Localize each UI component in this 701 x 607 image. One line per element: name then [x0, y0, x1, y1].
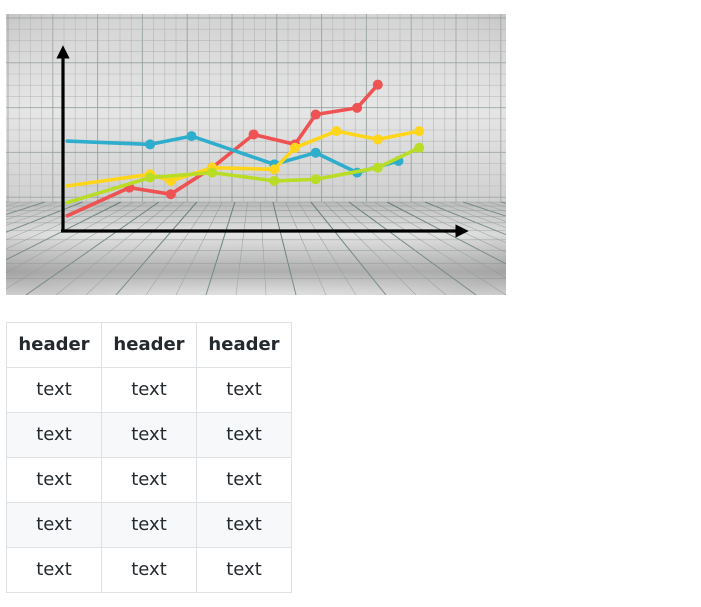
series-point — [414, 126, 425, 137]
table-cell: text — [196, 457, 292, 503]
table-cell: text — [6, 412, 102, 458]
table-cell: text — [101, 367, 197, 413]
table-cell: text — [196, 502, 292, 548]
table-row: text text text — [6, 502, 292, 548]
series-3 — [65, 142, 425, 205]
table-cell: text — [6, 367, 102, 413]
chart-illustration-svg — [6, 14, 506, 295]
table-row: text text text — [6, 367, 292, 413]
table-cell: text — [196, 547, 292, 593]
series-point — [310, 147, 321, 158]
table-cell: text — [6, 547, 102, 593]
series-point — [331, 126, 342, 137]
table-cell: text — [101, 412, 197, 458]
series-point — [290, 142, 300, 153]
series-point — [207, 167, 218, 178]
table-row: text text text — [6, 457, 292, 503]
series-point — [310, 109, 321, 120]
table-cell: text — [101, 547, 197, 593]
table-header-cell: header — [6, 322, 102, 368]
series-point — [352, 102, 363, 113]
table-cell: text — [196, 412, 292, 458]
table-header-row: header header header — [6, 322, 292, 368]
series-point — [186, 131, 197, 142]
table-cell: text — [101, 502, 197, 548]
series-point — [310, 174, 321, 185]
series-point — [145, 139, 156, 150]
backdrop-vignette — [6, 14, 506, 295]
series-point — [372, 162, 383, 173]
series-point — [165, 175, 176, 186]
chart-illustration-image — [6, 14, 506, 295]
series-point — [414, 142, 425, 153]
table-header-cell: header — [101, 322, 197, 368]
data-table: header header header text text text text… — [6, 322, 292, 593]
table-cell: text — [6, 502, 102, 548]
series-layer — [65, 79, 425, 218]
series-point — [269, 175, 280, 186]
series-point — [145, 172, 156, 183]
series-point — [372, 79, 383, 90]
series-point — [165, 189, 176, 200]
table-cell: text — [196, 367, 292, 413]
table-row: text text text — [6, 547, 292, 593]
table-cell: text — [101, 457, 197, 503]
table-header-cell: header — [196, 322, 292, 368]
series-point — [269, 164, 280, 175]
table-row: text text text — [6, 412, 292, 458]
table-cell: text — [6, 457, 102, 503]
series-point — [372, 134, 383, 145]
series-point — [248, 129, 259, 140]
